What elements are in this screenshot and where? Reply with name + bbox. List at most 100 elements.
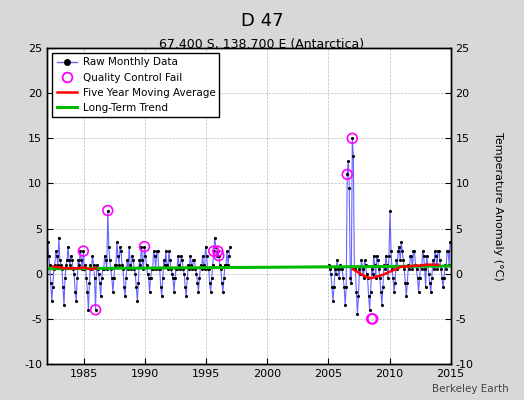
Point <box>219 288 227 295</box>
Point <box>152 248 161 254</box>
Point <box>49 284 57 290</box>
Point <box>373 252 381 259</box>
Point <box>74 257 82 263</box>
Point <box>382 252 390 259</box>
Point <box>445 262 453 268</box>
Point <box>62 262 70 268</box>
Point <box>375 266 383 272</box>
Point <box>205 280 214 286</box>
Point <box>82 275 91 282</box>
Point <box>408 266 417 272</box>
Point <box>48 298 56 304</box>
Y-axis label: Temperature Anomaly (°C): Temperature Anomaly (°C) <box>493 132 503 280</box>
Point <box>170 288 178 295</box>
Point <box>438 275 446 282</box>
Point <box>424 270 433 277</box>
Point <box>155 266 163 272</box>
Point <box>43 239 52 245</box>
Point <box>75 262 83 268</box>
Point <box>96 293 105 300</box>
Point <box>89 262 97 268</box>
Point <box>212 244 220 250</box>
Legend: Raw Monthly Data, Quality Control Fail, Five Year Moving Average, Long-Term Tren: Raw Monthly Data, Quality Control Fail, … <box>52 53 220 117</box>
Point <box>186 252 194 259</box>
Point <box>169 275 177 282</box>
Point <box>443 248 451 254</box>
Point <box>121 293 129 300</box>
Point <box>377 288 385 295</box>
Point <box>410 248 419 254</box>
Point <box>423 262 432 268</box>
Point <box>353 311 362 318</box>
Point <box>354 293 363 300</box>
Point <box>216 262 224 268</box>
Point <box>439 284 447 290</box>
Point <box>405 266 413 272</box>
Point <box>66 262 74 268</box>
Point <box>148 266 157 272</box>
Point <box>77 257 85 263</box>
Point <box>167 266 175 272</box>
Point <box>391 280 399 286</box>
Point <box>104 207 112 214</box>
Point <box>181 284 189 290</box>
Point <box>86 262 95 268</box>
Point <box>224 262 232 268</box>
Point <box>210 248 218 254</box>
Point <box>147 266 156 272</box>
Point <box>370 262 379 268</box>
Point <box>337 266 345 272</box>
Point <box>338 266 346 272</box>
Point <box>402 293 410 300</box>
Point <box>111 262 119 268</box>
Point <box>363 270 371 277</box>
Point <box>79 248 88 254</box>
Point <box>52 248 60 254</box>
Point <box>133 298 141 304</box>
Point <box>140 244 149 250</box>
Point <box>124 266 133 272</box>
Point <box>336 262 344 268</box>
Point <box>361 257 369 263</box>
Point <box>344 158 353 164</box>
Point <box>154 248 162 254</box>
Point <box>194 288 203 295</box>
Point <box>343 171 352 178</box>
Point <box>140 244 149 250</box>
Point <box>115 262 123 268</box>
Point <box>380 262 388 268</box>
Point <box>192 270 201 277</box>
Point <box>217 280 226 286</box>
Point <box>85 280 94 286</box>
Point <box>393 266 401 272</box>
Point <box>369 252 378 259</box>
Point <box>374 257 382 263</box>
Point <box>183 275 191 282</box>
Point <box>162 262 171 268</box>
Point <box>428 275 436 282</box>
Point <box>406 252 414 259</box>
Point <box>123 257 132 263</box>
Point <box>118 262 126 268</box>
Point <box>394 248 402 254</box>
Point <box>400 266 409 272</box>
Point <box>144 275 152 282</box>
Point <box>395 244 403 250</box>
Point <box>379 284 387 290</box>
Point <box>45 252 53 259</box>
Point <box>137 244 146 250</box>
Point <box>189 257 198 263</box>
Point <box>53 262 62 268</box>
Text: D 47: D 47 <box>241 12 283 30</box>
Point <box>108 288 117 295</box>
Point <box>417 262 425 268</box>
Point <box>143 262 151 268</box>
Point <box>199 252 207 259</box>
Point <box>69 266 78 272</box>
Point <box>159 275 167 282</box>
Point <box>351 266 359 272</box>
Point <box>102 257 110 263</box>
Point <box>381 266 389 272</box>
Point <box>215 252 223 259</box>
Point <box>384 275 392 282</box>
